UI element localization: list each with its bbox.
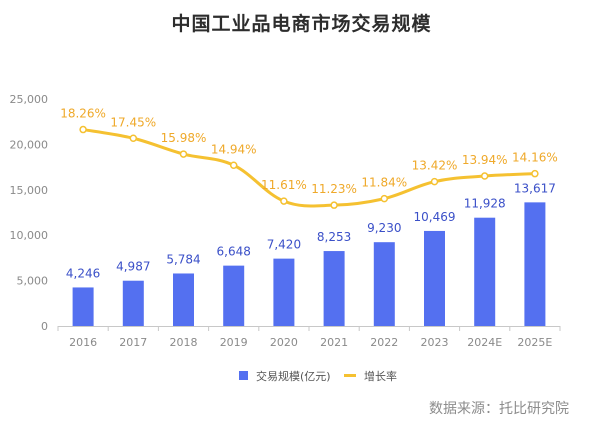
y-tick-label: 0 <box>41 320 48 333</box>
x-axis-labels: 2016 2017 2018 2019 2020 2021 2022 2023 2024E 202… <box>57 326 561 349</box>
bar <box>373 242 395 326</box>
bar <box>122 280 144 326</box>
growth-rate-label: 13.42% <box>412 159 458 173</box>
y-axis-labels: 0 5,000 10,000 15,000 20,000 25,000 <box>10 93 49 333</box>
x-tick-label: 2016 <box>69 336 97 349</box>
x-tick-label: 2024E <box>467 336 502 349</box>
bar-value-label: 10,469 <box>414 210 456 224</box>
growth-rate-point <box>229 161 238 170</box>
bar-labels: 4,246 4,987 5,784 6,648 7,420 8,253 9,230 10,46… <box>66 181 556 280</box>
growth-rate-point <box>179 150 188 158</box>
source-note: 数据来源：托比研究院 <box>429 401 569 417</box>
bar-value-label: 4,246 <box>66 266 100 280</box>
growth-rate-points <box>79 125 539 209</box>
growth-rate-point <box>380 194 389 203</box>
x-tick-label: 2025E <box>517 336 552 349</box>
bar-value-label: 4,987 <box>116 260 150 274</box>
growth-rate-label: 11.84% <box>361 176 407 190</box>
y-tick-label: 25,000 <box>10 93 49 106</box>
x-tick-label: 2022 <box>370 336 398 349</box>
growth-rate-label: 17.45% <box>110 115 156 129</box>
x-tick-label: 2018 <box>170 336 198 349</box>
y-tick-label: 20,000 <box>10 138 49 151</box>
x-tick-label: 2020 <box>270 336 298 349</box>
chart-title: 中国工业品电商市场交易规模 <box>171 13 432 35</box>
growth-rate-labels: 18.26% 17.45% 15.98% 14.94% 11.61% 11.23% 11.8… <box>60 107 558 197</box>
growth-rate-point <box>531 169 539 178</box>
bar <box>323 251 345 326</box>
bar <box>72 287 94 326</box>
y-tick-label: 10,000 <box>10 229 49 242</box>
growth-rate-point <box>430 177 439 186</box>
bar-value-label: 11,928 <box>464 197 506 211</box>
growth-rate-label: 13.94% <box>462 153 508 167</box>
bar-value-label: 8,253 <box>317 230 351 244</box>
y-tick-label: 15,000 <box>10 184 49 197</box>
growth-rate-point <box>129 134 138 143</box>
growth-rate-label: 18.26% <box>60 107 106 121</box>
x-tick-label: 2019 <box>220 336 248 349</box>
bar-value-label: 7,420 <box>267 238 301 252</box>
x-tick-label: 2023 <box>421 336 449 349</box>
bar <box>223 265 245 326</box>
bar <box>273 258 295 326</box>
legend-line-label: 增长率 <box>364 369 397 383</box>
legend: 交易规模(亿元) 增长率 <box>239 369 397 383</box>
bar <box>524 202 546 326</box>
bar-value-label: 6,648 <box>217 245 251 259</box>
growth-rate-label: 14.94% <box>211 142 257 156</box>
x-tick-label: 2021 <box>320 336 348 349</box>
bar-value-label: 9,230 <box>367 221 401 235</box>
growth-rate-line <box>82 128 535 208</box>
x-tick-label: 2017 <box>119 336 147 349</box>
growth-rate-label: 15.98% <box>161 131 207 145</box>
legend-bar-label: 交易规模(亿元) <box>256 369 331 383</box>
growth-rate-point <box>480 172 489 180</box>
bar-value-label: 5,784 <box>166 252 200 266</box>
y-tick-label: 5,000 <box>17 275 49 288</box>
growth-rate-point <box>330 201 338 209</box>
bars <box>72 202 546 326</box>
growth-rate-point <box>79 125 87 134</box>
legend-bar-swatch <box>239 371 248 380</box>
bar <box>424 230 445 326</box>
growth-rate-point <box>280 197 288 205</box>
growth-rate-label: 14.16% <box>512 151 558 165</box>
bar-value-label: 13,617 <box>514 181 556 195</box>
growth-rate-label: 11.61% <box>261 178 307 192</box>
growth-rate-label: 11.23% <box>311 182 357 196</box>
bar <box>474 217 496 326</box>
bar <box>173 273 194 326</box>
